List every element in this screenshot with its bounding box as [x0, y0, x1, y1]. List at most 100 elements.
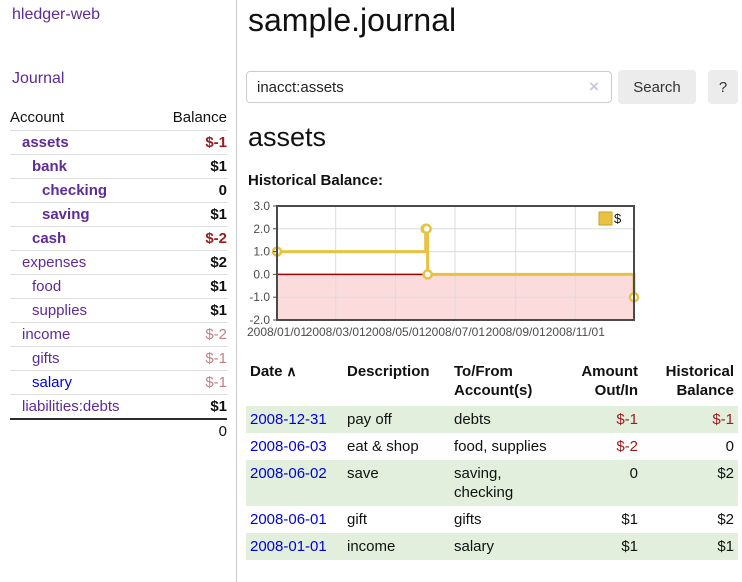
y-axis-tick-label: -1.0 [249, 290, 270, 304]
register-row: 2008-12-31 pay off debts $-1 $-1 [246, 406, 738, 433]
register-cell-amount: $1 [621, 511, 638, 528]
register-cell-amount: $-2 [616, 438, 638, 455]
total-balance: 0 [218, 423, 227, 440]
y-axis-tick-label: 3.0 [253, 199, 270, 213]
register-cell-date: 2008-06-01 [246, 506, 343, 533]
app-brand-link[interactable]: hledger-web [12, 6, 101, 23]
legend-label: $ [614, 211, 622, 226]
sidebar-account-row: checking 0 [10, 178, 227, 202]
sidebar-account-row: cash $-2 [10, 226, 227, 250]
account-balance: 0 [218, 182, 227, 199]
x-axis-tick-label: 2008/09/01 [486, 325, 546, 339]
account-link-income[interactable]: income [22, 326, 71, 343]
main-content: sample.journal × Search ? assets Histori… [246, 0, 738, 582]
sidebar-account-row: expenses $2 [10, 250, 227, 274]
account-balance-table: Account Balance assets $-1 bank $1 checking 0… [10, 106, 227, 442]
register-cell-date: 2008-06-02 [246, 460, 343, 506]
register-cell-date: 2008-01-01 [246, 533, 343, 560]
account-link-bank[interactable]: bank [32, 158, 68, 175]
x-axis-tick-label: 2008/11/01 [546, 325, 605, 339]
account-link-liabilities-debts[interactable]: liabilities:debts [22, 398, 120, 415]
register-cell-accounts: saving, checking [450, 460, 576, 506]
sidebar-account-row: gifts $-1 [10, 346, 227, 370]
register-cell-amount: $-1 [576, 406, 642, 433]
register-row: 2008-01-01 income salary $1 $1 [246, 533, 738, 560]
account-heading: assets [248, 122, 327, 152]
data-point-marker [421, 223, 432, 235]
historical-balance-chart: 3.0 2.0 1.0 0.0 -1.0 -2.0 2008/01/01 2008/03/01… [246, 196, 738, 348]
register-cell-balance: 0 [725, 438, 734, 455]
sidebar-account-row: bank $1 [10, 154, 227, 178]
account-balance: $1 [210, 398, 227, 415]
transaction-date-link[interactable]: 2008-06-01 [250, 511, 327, 528]
account-link-salary[interactable]: salary [32, 374, 73, 391]
x-axis-tick-label: 2008/03/01 [306, 325, 366, 339]
sort-ascending-icon: ∧ [282, 363, 297, 379]
legend-swatch [598, 211, 613, 226]
search-form: × Search ? [246, 70, 738, 104]
account-link-cash[interactable]: cash [32, 230, 67, 247]
sidebar-account-row: income $-2 [10, 322, 227, 346]
account-balance: $1 [210, 302, 227, 319]
transaction-date-link[interactable]: 2008-01-01 [250, 538, 327, 555]
account-balance: $1 [210, 158, 227, 175]
sidebar-account-row: liabilities:debts $1 [10, 394, 227, 418]
account-link-checking[interactable]: checking [42, 182, 108, 199]
x-axis-tick-label: 2008/05/01 [365, 325, 425, 339]
y-axis-tick-label: 1.0 [253, 245, 270, 259]
plot-border [276, 205, 635, 321]
transaction-date-link[interactable]: 2008-12-31 [250, 411, 327, 428]
chart-svg: 3.0 2.0 1.0 0.0 -1.0 -2.02008/01/012008/03/01… [247, 199, 640, 339]
register-column-header: Description [347, 363, 430, 380]
register-cell-description: eat & shop [347, 438, 419, 455]
help-button[interactable]: ? [708, 70, 738, 104]
account-balance: $-1 [205, 374, 227, 391]
register-cell-date: 2008-12-31 [246, 406, 343, 433]
register-column-header[interactable]: Date ∧ [250, 363, 297, 380]
account-link-saving[interactable]: saving [42, 206, 90, 223]
x-axis-tick-label: 2008/01/01 [247, 325, 307, 339]
balance-column-header: Balance [172, 109, 227, 126]
page-title: sample.journal [248, 2, 457, 38]
y-axis-tick-label: 0.0 [253, 267, 270, 281]
account-balance: $2 [210, 254, 227, 271]
register-column-header: Historical Balance [665, 363, 734, 399]
transaction-date-link[interactable]: 2008-06-03 [250, 438, 327, 455]
sidebar: hledger-web Journal Account Balance asse… [0, 0, 237, 582]
register-cell-balance: $1 [642, 533, 738, 560]
sidebar-item-journal[interactable]: Journal [12, 70, 65, 87]
account-link-expenses[interactable]: expenses [22, 254, 87, 271]
account-link-food[interactable]: food [32, 278, 62, 295]
account-total-row: 0 [10, 418, 227, 442]
account-link-assets[interactable]: assets [22, 134, 69, 151]
register-column-header: To/From Account(s) [454, 363, 533, 399]
account-link-supplies[interactable]: supplies [32, 302, 88, 319]
y-axis-tick-label: -2.0 [249, 313, 270, 327]
sidebar-account-row: saving $1 [10, 202, 227, 226]
sidebar-account-row: salary $-1 [10, 370, 227, 394]
account-balance: $-1 [205, 134, 227, 151]
account-balance: $-2 [205, 230, 227, 247]
y-axis-tick-label: 2.0 [253, 222, 270, 236]
register-row: 2008-06-01 gift gifts $1 $2 [246, 506, 738, 533]
account-balance: $1 [210, 278, 227, 295]
register-cell-balance: $-1 [642, 406, 738, 433]
account-balance: $-1 [205, 350, 227, 367]
register-cell-description: income [343, 533, 450, 560]
register-row: 2008-06-02 save saving, checking 0 $2 [246, 460, 738, 506]
sidebar-account-row: assets $-1 [10, 130, 227, 154]
register-cell-description: gift [347, 511, 368, 528]
account-balance: $-2 [205, 326, 227, 343]
register-cell-date: 2008-06-03 [246, 433, 343, 460]
account-table-header: Account Balance [10, 106, 227, 130]
clear-search-icon[interactable]: × [589, 77, 599, 96]
transaction-date-link[interactable]: 2008-06-02 [250, 465, 327, 482]
search-button[interactable]: Search [618, 70, 696, 104]
register-cell-balance: $2 [717, 511, 734, 528]
register-cell-accounts: salary [450, 533, 576, 560]
search-input[interactable] [246, 71, 612, 103]
account-link-gifts[interactable]: gifts [32, 350, 60, 367]
register-table: Date ∧ Description To/From Account(s) Amoun… [246, 360, 738, 560]
register-cell-description: pay off [343, 406, 450, 433]
sidebar-account-row: supplies $1 [10, 298, 227, 322]
